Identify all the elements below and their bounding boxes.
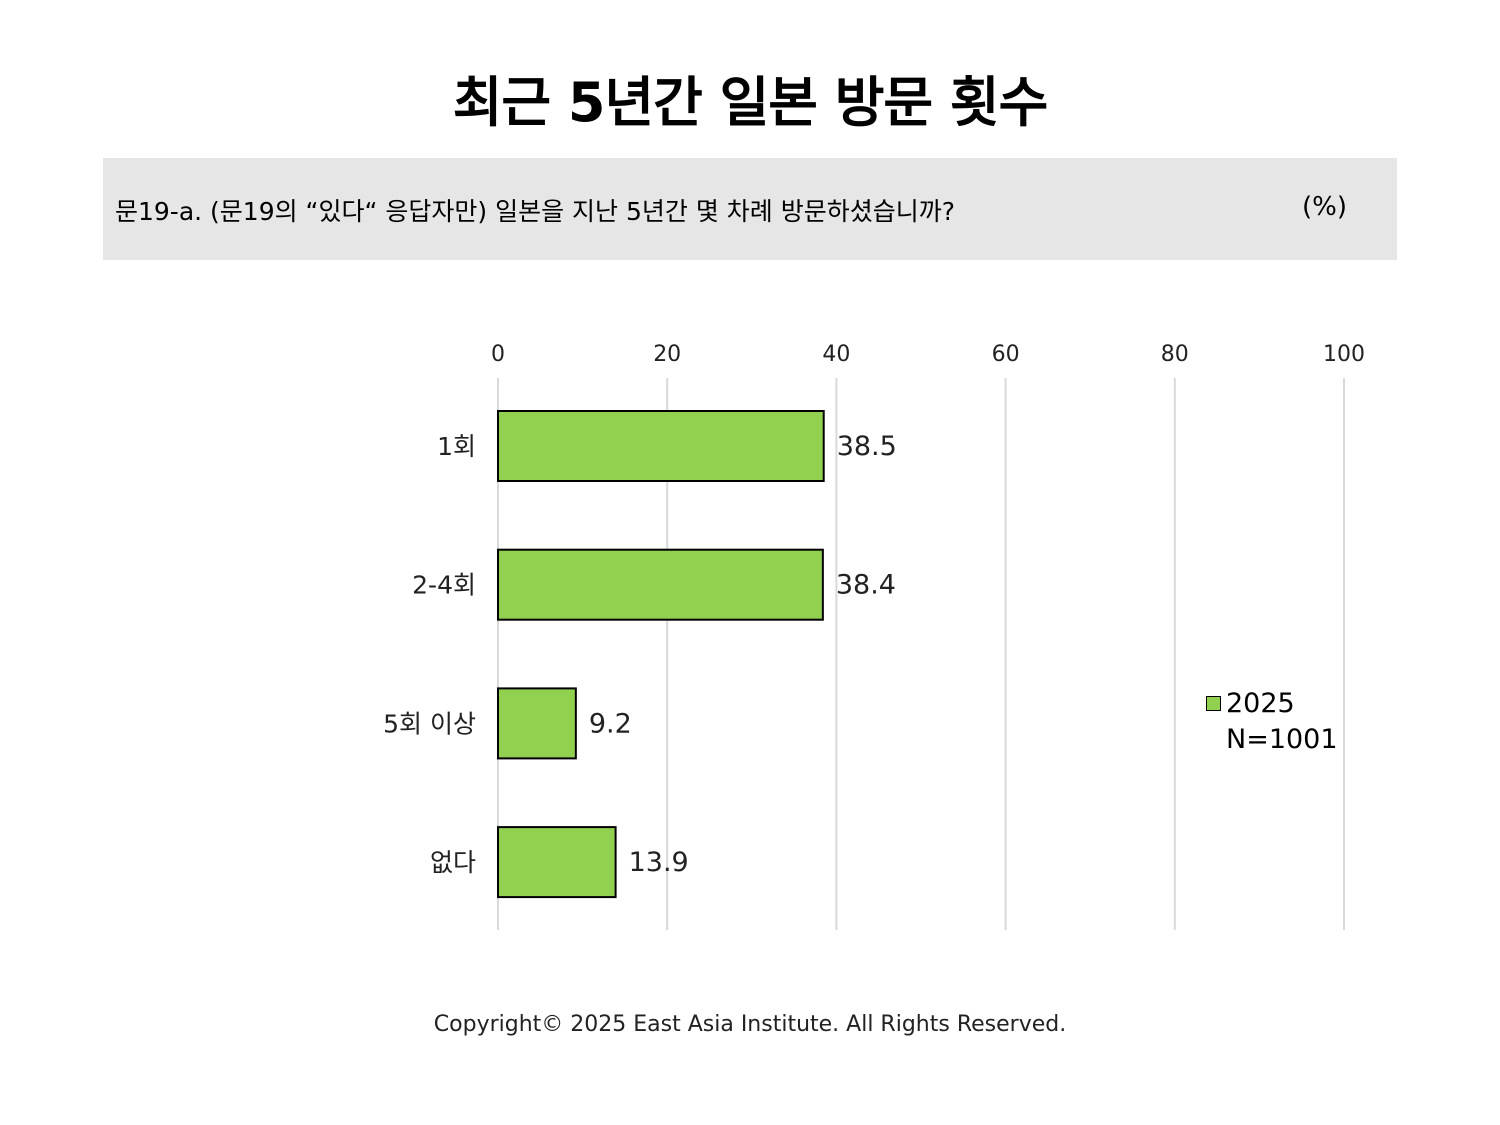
data-label: 38.5 <box>837 431 897 462</box>
bar <box>497 410 825 482</box>
legend-sample-size: N=1001 <box>1226 724 1338 755</box>
category-label: 5회 이상 <box>383 709 476 738</box>
question-box: 문19-a. (문19의 “있다“ 응답자만) 일본을 지난 5년간 몇 차례 … <box>103 158 1397 260</box>
bar <box>497 826 617 899</box>
chart-title: 최근 5년간 일본 방문 횟수 <box>452 71 1049 134</box>
x-tick-label: 40 <box>822 342 850 367</box>
bar <box>497 687 577 760</box>
legend: 2025 N=1001 <box>1206 686 1338 758</box>
data-label: 13.9 <box>629 847 689 878</box>
category-label: 1회 <box>437 432 476 461</box>
question-text: 문19-a. (문19의 “있다“ 응답자만) 일본을 지난 5년간 몇 차례 … <box>115 197 956 226</box>
copyright-notice: Copyright© 2025 East Asia Institute. All… <box>433 1012 1067 1037</box>
x-tick-label: 20 <box>653 342 681 367</box>
unit-label: (%) <box>1302 192 1347 222</box>
legend-series-label: 2025 <box>1226 688 1295 719</box>
x-tick-label: 60 <box>992 342 1020 367</box>
legend-swatch <box>1206 696 1221 711</box>
data-labels: 38.5 38.4 9.2 13.9 <box>589 431 897 878</box>
x-tick-labels: 0 20 40 60 80 100 <box>491 342 1365 367</box>
bars <box>497 410 825 899</box>
data-label: 9.2 <box>589 708 632 739</box>
category-label: 2-4회 <box>412 571 476 600</box>
bar <box>497 548 824 621</box>
x-tick-label: 0 <box>491 342 505 367</box>
data-label: 38.4 <box>836 570 896 601</box>
category-label: 없다 <box>430 848 476 877</box>
x-tick-label: 100 <box>1323 342 1365 367</box>
x-tick-label: 80 <box>1161 342 1189 367</box>
